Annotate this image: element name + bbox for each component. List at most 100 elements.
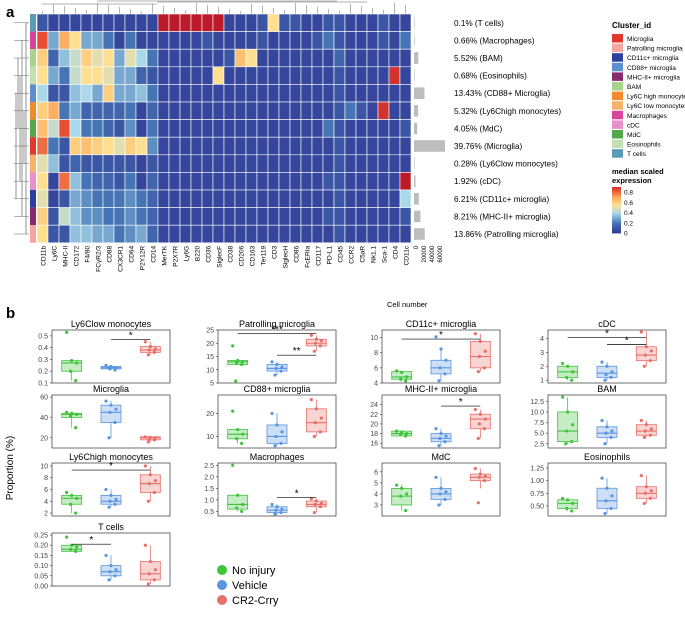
data-point	[482, 427, 486, 431]
heatmap-cell	[36, 84, 49, 103]
data-point	[565, 506, 569, 511]
heatmap-cell	[223, 31, 236, 50]
data-point	[107, 436, 111, 440]
y-tick-label: 4	[374, 381, 378, 388]
group-legend-dot	[217, 565, 227, 575]
group-legend: No injury Vehicle CR2-Crry	[217, 565, 279, 607]
colorbar-segment	[612, 221, 621, 224]
data-point	[483, 417, 487, 421]
heatmap-cell	[179, 172, 192, 191]
data-point	[75, 361, 79, 365]
cluster-color-swatch	[30, 190, 36, 208]
y-tick-label: 20	[370, 421, 378, 428]
heatmap-cell	[278, 101, 291, 120]
heatmap-cell	[289, 48, 302, 68]
colorbar-segment	[612, 231, 621, 234]
y-tick-label: 24	[370, 402, 378, 409]
data-point	[561, 496, 565, 500]
heatmap-cell	[355, 136, 368, 156]
heatmap-cell	[135, 154, 148, 173]
data-point	[273, 444, 277, 448]
heatmap-cell	[245, 224, 258, 244]
data-point	[318, 430, 322, 434]
data-point	[280, 507, 284, 511]
significance-marker: *	[129, 330, 133, 341]
data-point	[314, 499, 318, 503]
heatmap-cell	[135, 172, 148, 191]
heatmap-cell	[69, 101, 82, 120]
data-point	[400, 430, 404, 434]
marker-label: CD117	[316, 245, 323, 265]
heatmap-cell	[322, 84, 335, 103]
heatmap-cell	[36, 207, 49, 226]
heatmap-cell	[201, 66, 214, 85]
data-point	[443, 372, 447, 376]
significance-marker: *	[625, 336, 629, 347]
heatmap-cell	[168, 48, 181, 68]
heatmap-cell	[388, 224, 401, 244]
heatmap-cell	[355, 84, 368, 103]
data-point	[65, 330, 69, 334]
heatmap-cell	[113, 13, 126, 32]
heatmap-cell	[91, 101, 104, 120]
heatmap-cell	[69, 13, 82, 32]
heatmap-cell	[124, 207, 137, 226]
y-tick-label: 10.0	[530, 409, 544, 416]
data-point	[439, 486, 443, 490]
data-point	[603, 511, 607, 516]
box	[596, 487, 618, 509]
data-point	[571, 423, 575, 427]
heatmap-cell	[278, 119, 291, 138]
heatmap-cell	[212, 136, 225, 156]
heatmap-cell	[322, 119, 335, 138]
colorbar-segment	[612, 205, 621, 207]
box	[635, 346, 657, 362]
y-tick-label: 2	[540, 364, 544, 371]
y-tick-label: 0.4	[38, 345, 48, 352]
heatmap-cell	[223, 207, 236, 226]
data-point	[444, 490, 448, 494]
legend-swatch	[612, 82, 623, 91]
boxplot-title: T cells	[98, 522, 124, 532]
y-tick-label: 10	[40, 463, 48, 470]
y-tick-label: 0.10	[34, 563, 48, 570]
box	[305, 408, 327, 433]
heatmap-cell	[36, 172, 49, 191]
heatmap-cell	[69, 224, 82, 244]
y-tick-label: 1.25	[530, 466, 544, 473]
data-point	[113, 574, 117, 578]
heatmap-cell	[300, 66, 313, 85]
data-point	[75, 412, 79, 416]
cluster-color-swatch	[30, 172, 36, 190]
heatmap-cell	[377, 119, 390, 138]
data-point	[313, 502, 317, 507]
heatmap-cell	[300, 101, 313, 120]
heatmap-cell	[322, 189, 335, 208]
data-point	[400, 486, 404, 490]
heatmap-cell	[91, 119, 104, 138]
data-point	[240, 441, 244, 445]
heatmap-cell	[245, 172, 258, 191]
boxplot-panel: Ly6Clow monocytes 0.1 0.2 0.3 0.4 0.5 * Patroll…	[34, 319, 667, 591]
data-point	[319, 339, 323, 343]
heatmap-cell	[278, 154, 291, 173]
heatmap-cell	[58, 48, 71, 68]
heatmap-cell	[322, 224, 335, 244]
heatmap-cell	[124, 224, 137, 244]
data-point	[404, 508, 408, 513]
colorbar-segment	[612, 215, 621, 218]
colorbar-segment	[612, 208, 621, 211]
marker-label: CD36	[206, 245, 213, 262]
heatmap-cell	[311, 66, 324, 85]
heatmap-cell	[146, 31, 159, 50]
heatmap-cell	[179, 84, 192, 103]
heatmap-cell	[377, 84, 390, 103]
heatmap-cell	[366, 101, 379, 120]
heatmap-cell	[157, 66, 170, 85]
data-point	[609, 506, 613, 511]
heatmap-cell	[69, 207, 82, 226]
marker-label: CD206	[239, 245, 246, 266]
marker-label: CD64	[129, 245, 136, 262]
data-point	[395, 483, 399, 487]
colorbar-segment	[612, 223, 621, 226]
